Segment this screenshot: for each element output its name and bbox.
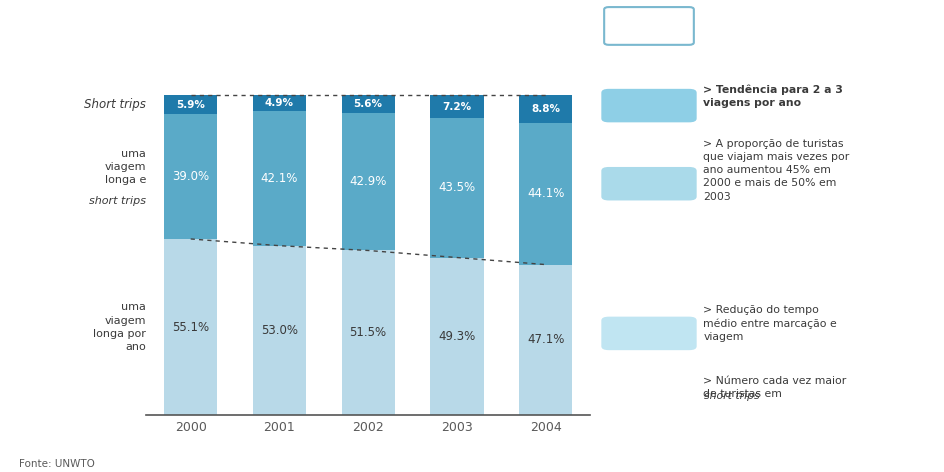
Text: Fonte: UNWTO: Fonte: UNWTO	[19, 459, 94, 469]
Text: 43.5%: 43.5%	[438, 181, 476, 194]
Text: 4.9%: 4.9%	[265, 98, 294, 108]
Text: 42.9%: 42.9%	[349, 175, 387, 188]
Text: > Número cada vez maior
de turistas em: > Número cada vez maior de turistas em	[703, 376, 847, 399]
Text: 5.6%: 5.6%	[354, 99, 382, 109]
Text: Short trips: Short trips	[84, 98, 146, 111]
Text: uma
viagem
longa por
ano: uma viagem longa por ano	[93, 303, 146, 352]
Text: uma
viagem
longa e: uma viagem longa e	[105, 149, 146, 185]
Bar	[253, 246, 306, 415]
Text: CAGR: CAGR	[630, 19, 668, 33]
Text: 5.9%: 5.9%	[177, 100, 205, 110]
Text: 44.1%: 44.1%	[527, 187, 565, 201]
Text: 53.0%: 53.0%	[261, 324, 298, 337]
Bar	[430, 258, 483, 415]
Text: 47.1%: 47.1%	[527, 333, 565, 346]
Bar	[342, 113, 395, 251]
Text: 51.5%: 51.5%	[349, 327, 387, 339]
Text: 55.1%: 55.1%	[172, 320, 210, 334]
Text: 39.0%: 39.0%	[172, 170, 210, 183]
Text: > Tendência para 2 a 3
viagens por ano: > Tendência para 2 a 3 viagens por ano	[703, 84, 843, 108]
Bar	[164, 114, 217, 239]
Bar	[253, 95, 306, 111]
Text: +13%: +13%	[630, 99, 668, 112]
Text: +4%: +4%	[633, 177, 665, 190]
Text: 7.2%: 7.2%	[443, 102, 471, 112]
Text: 42.1%: 42.1%	[261, 172, 298, 185]
Bar	[519, 123, 572, 265]
Bar	[519, 265, 572, 415]
Bar	[430, 118, 483, 258]
Bar	[164, 95, 217, 114]
Bar	[519, 95, 572, 123]
Text: > A proporção de turistas
que viajam mais vezes por
ano aumentou 45% em
2000 e m: > A proporção de turistas que viajam mai…	[703, 139, 850, 202]
Text: 8.8%: 8.8%	[531, 104, 560, 114]
Text: short trips: short trips	[704, 390, 760, 401]
Text: 49.3%: 49.3%	[438, 330, 476, 343]
Text: short trips: short trips	[90, 195, 146, 205]
Bar	[164, 239, 217, 415]
Bar	[342, 95, 395, 113]
Text: -4%: -4%	[637, 327, 661, 340]
Bar	[430, 95, 483, 118]
Text: > Redução do tempo
médio entre marcação e
viagem: > Redução do tempo médio entre marcação …	[703, 305, 837, 342]
Bar	[342, 251, 395, 415]
Bar	[253, 111, 306, 246]
